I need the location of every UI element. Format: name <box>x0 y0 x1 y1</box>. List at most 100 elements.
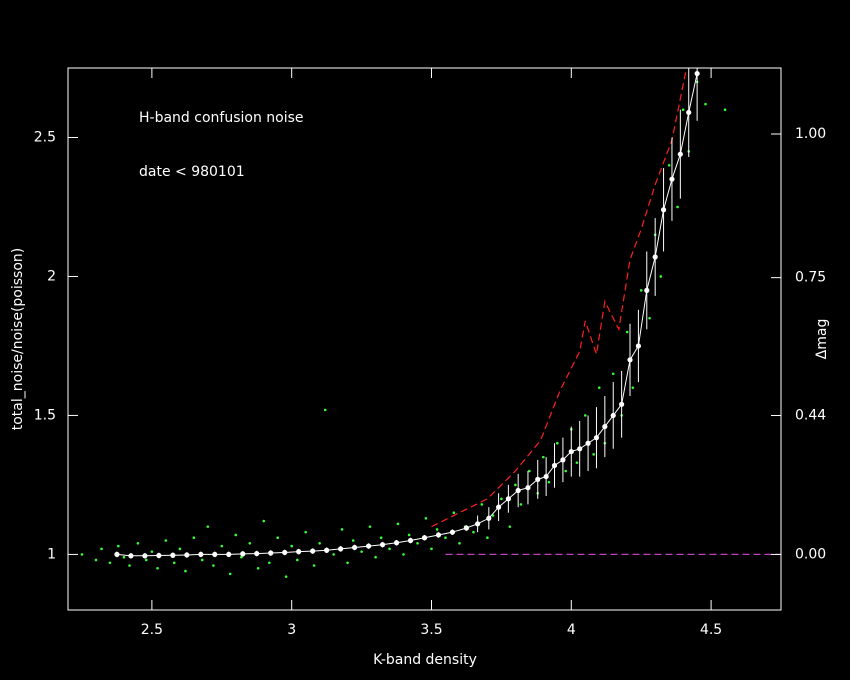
point <box>515 487 521 494</box>
scatter-point <box>234 533 238 537</box>
scatter-point <box>248 541 252 545</box>
scatter-point <box>200 558 204 562</box>
point <box>560 457 566 463</box>
scatter-point <box>631 386 635 389</box>
scatter-point <box>228 572 232 576</box>
point <box>379 542 386 548</box>
point <box>602 423 608 430</box>
scatter-point <box>547 480 551 484</box>
scatter-point <box>360 550 363 553</box>
point <box>627 357 633 363</box>
y-tick-label: 2.5 <box>34 129 56 145</box>
point <box>619 401 625 407</box>
point <box>543 473 549 480</box>
scatter-point <box>430 547 433 551</box>
scatter-point <box>508 525 512 528</box>
point <box>694 70 700 77</box>
point <box>505 496 511 502</box>
point <box>393 540 400 546</box>
scatter-point <box>659 275 663 278</box>
y2-tick-label: 0.44 <box>795 407 826 423</box>
point <box>421 535 428 541</box>
point <box>435 532 442 538</box>
scatter-point <box>295 558 299 562</box>
y2-tick-label: 0.00 <box>795 546 826 562</box>
scatter-point <box>458 541 461 545</box>
scatter-point <box>268 561 271 565</box>
scatter-point <box>396 522 400 526</box>
x-axis-label: K-band density <box>373 652 477 668</box>
y-tick-label: 1 <box>47 546 56 562</box>
point <box>463 525 470 531</box>
scatter-point <box>519 503 523 506</box>
point <box>114 551 120 558</box>
scatter-point <box>368 525 372 528</box>
scatter-point <box>346 561 349 565</box>
point <box>475 521 481 527</box>
scatter-point <box>611 372 615 376</box>
scatter-point <box>240 555 243 559</box>
point <box>407 537 414 544</box>
point <box>551 462 558 469</box>
point <box>669 176 675 182</box>
point <box>568 448 574 455</box>
annotation: date < 980101 <box>139 164 245 180</box>
scatter-point <box>514 483 517 487</box>
scatter-point <box>564 469 568 473</box>
scatter-point <box>312 564 316 567</box>
y-axis-label: total_noise/noise(poisson) <box>10 248 26 431</box>
point <box>198 551 204 558</box>
scatter-point <box>472 530 475 534</box>
scatter-point <box>318 541 321 545</box>
scatter-point <box>156 567 159 570</box>
scatter-point <box>122 555 126 559</box>
scatter-point <box>304 530 307 534</box>
scatter-point <box>108 561 112 565</box>
x-tick-label: 4 <box>567 622 576 638</box>
scatter-point <box>379 536 383 540</box>
point <box>686 109 692 116</box>
scatter-point <box>639 289 643 292</box>
point <box>310 548 316 554</box>
point <box>610 412 616 419</box>
point <box>351 544 358 551</box>
scatter-point <box>117 544 120 548</box>
scatter-point <box>256 567 260 570</box>
x-tick-label: 3.5 <box>420 622 442 638</box>
scatter-point <box>583 414 587 417</box>
point <box>635 343 642 349</box>
point <box>449 529 456 535</box>
scatter-point <box>444 536 447 540</box>
scatter-point <box>206 525 210 528</box>
point <box>240 551 246 557</box>
point <box>170 552 176 558</box>
scatter-point <box>284 575 288 578</box>
scatter-point <box>500 497 503 501</box>
scatter-point <box>276 536 280 540</box>
point <box>212 551 218 558</box>
scatter-point <box>556 441 559 445</box>
scatter-point <box>528 469 531 473</box>
scatter-point <box>340 528 344 531</box>
scatter-point <box>435 528 439 531</box>
point <box>338 546 344 552</box>
point <box>486 515 492 521</box>
point <box>525 485 531 491</box>
x-tick-label: 2.5 <box>141 622 163 638</box>
scatter-point <box>388 547 391 551</box>
point <box>660 207 667 213</box>
scatter-point <box>452 511 456 515</box>
point <box>128 553 134 559</box>
x-tick-label: 4.5 <box>700 622 722 638</box>
point <box>577 446 583 452</box>
point <box>677 151 683 157</box>
scatter-point <box>332 553 335 556</box>
y-tick-label: 1.5 <box>34 407 56 423</box>
scatter-point <box>424 516 428 520</box>
point <box>296 549 302 555</box>
scatter-point <box>323 408 327 412</box>
y2-tick-label: 1.00 <box>795 126 826 142</box>
point <box>156 552 162 559</box>
point <box>535 476 541 482</box>
frame <box>67 67 782 611</box>
